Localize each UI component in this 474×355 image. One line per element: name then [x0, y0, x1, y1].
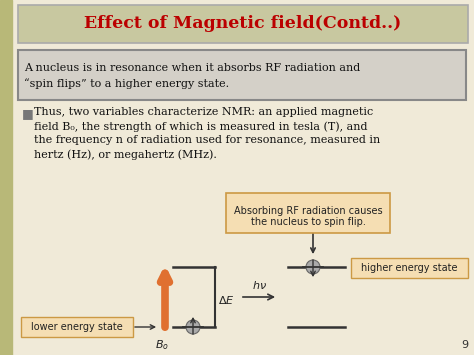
Text: A nucleus is in resonance when it absorbs RF radiation and: A nucleus is in resonance when it absorb…: [24, 63, 360, 73]
Text: higher energy state: higher energy state: [361, 263, 458, 273]
Circle shape: [186, 320, 200, 334]
FancyBboxPatch shape: [226, 193, 390, 233]
FancyBboxPatch shape: [18, 5, 468, 43]
Text: Absorbing RF radiation causes: Absorbing RF radiation causes: [234, 206, 383, 216]
Text: $h\nu$: $h\nu$: [252, 279, 266, 291]
Text: field B₀, the strength of which is measured in tesla (T), and: field B₀, the strength of which is measu…: [34, 121, 367, 132]
Text: the frequency n of radiation used for resonance, measured in: the frequency n of radiation used for re…: [34, 135, 380, 145]
FancyBboxPatch shape: [21, 317, 133, 337]
Text: Thus, two variables characterize NMR: an applied magnetic: Thus, two variables characterize NMR: an…: [34, 107, 373, 117]
Text: “spin flips” to a higher energy state.: “spin flips” to a higher energy state.: [24, 78, 229, 89]
Text: the nucleus to spin flip.: the nucleus to spin flip.: [251, 217, 365, 227]
Text: $\Delta E$: $\Delta E$: [218, 294, 235, 306]
Circle shape: [306, 260, 320, 274]
FancyBboxPatch shape: [351, 258, 468, 278]
Text: hertz (Hz), or megahertz (MHz).: hertz (Hz), or megahertz (MHz).: [34, 149, 217, 159]
Text: 9: 9: [461, 340, 468, 350]
Text: Effect of Magnetic field(Contd..): Effect of Magnetic field(Contd..): [84, 16, 401, 33]
Text: ■: ■: [22, 107, 34, 120]
FancyBboxPatch shape: [18, 50, 466, 100]
Text: $B_o$: $B_o$: [155, 338, 169, 352]
Bar: [0, 0, 12, 355]
Text: lower energy state: lower energy state: [31, 322, 123, 332]
